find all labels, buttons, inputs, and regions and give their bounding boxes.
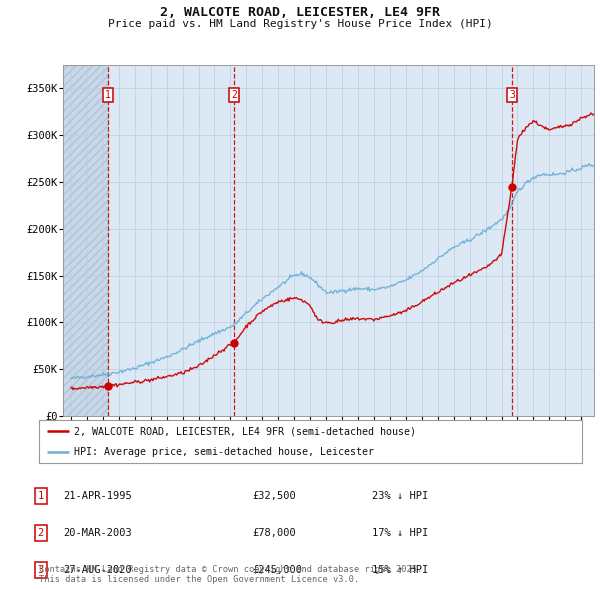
Text: Contains HM Land Registry data © Crown copyright and database right 2025.: Contains HM Land Registry data © Crown c… [39, 565, 422, 574]
Bar [63, 65, 107, 416]
Text: 1: 1 [38, 491, 44, 500]
Text: 17% ↓ HPI: 17% ↓ HPI [372, 528, 428, 537]
Text: 2: 2 [231, 90, 237, 100]
Text: HPI: Average price, semi-detached house, Leicester: HPI: Average price, semi-detached house,… [74, 447, 374, 457]
Text: Price paid vs. HM Land Registry's House Price Index (HPI): Price paid vs. HM Land Registry's House … [107, 19, 493, 29]
Text: 3: 3 [509, 90, 515, 100]
Text: 20-MAR-2003: 20-MAR-2003 [63, 528, 132, 537]
Text: 21-APR-1995: 21-APR-1995 [63, 491, 132, 500]
Text: 27-AUG-2020: 27-AUG-2020 [63, 565, 132, 575]
Text: 2: 2 [38, 528, 44, 537]
Text: 3: 3 [38, 565, 44, 575]
Text: £78,000: £78,000 [252, 528, 296, 537]
Text: This data is licensed under the Open Government Licence v3.0.: This data is licensed under the Open Gov… [39, 575, 359, 584]
Text: £32,500: £32,500 [252, 491, 296, 500]
Text: 15% ↑ HPI: 15% ↑ HPI [372, 565, 428, 575]
Text: 2, WALCOTE ROAD, LEICESTER, LE4 9FR: 2, WALCOTE ROAD, LEICESTER, LE4 9FR [160, 6, 440, 19]
Text: 1: 1 [105, 90, 110, 100]
Text: £245,000: £245,000 [252, 565, 302, 575]
Text: 23% ↓ HPI: 23% ↓ HPI [372, 491, 428, 500]
Text: 2, WALCOTE ROAD, LEICESTER, LE4 9FR (semi-detached house): 2, WALCOTE ROAD, LEICESTER, LE4 9FR (sem… [74, 427, 416, 436]
